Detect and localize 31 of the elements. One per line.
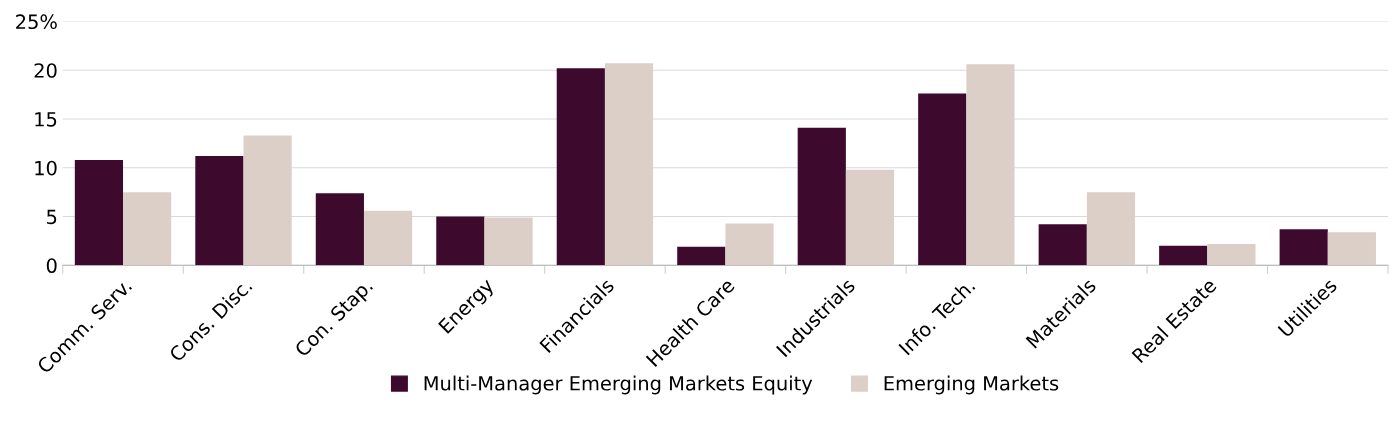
bar bbox=[1038, 224, 1087, 266]
legend-label: Emerging Markets bbox=[884, 375, 1059, 395]
bar bbox=[195, 156, 244, 266]
bar bbox=[966, 64, 1015, 266]
bar bbox=[1327, 232, 1376, 266]
bar bbox=[436, 216, 485, 266]
legend-label: Multi-Manager Emerging Markets Equity bbox=[424, 375, 813, 395]
y-tick-label: 0 bbox=[46, 258, 57, 274]
y-tick-label: 25% bbox=[16, 14, 57, 30]
bar bbox=[1207, 243, 1256, 266]
bar bbox=[556, 68, 605, 266]
y-tick-label: 5 bbox=[47, 209, 57, 225]
bar bbox=[123, 192, 172, 266]
y-tick-label: 10 bbox=[35, 160, 57, 176]
bar bbox=[604, 63, 654, 266]
x-tick-label: Info. Tech. bbox=[898, 277, 976, 356]
y-tick-label: 20 bbox=[34, 63, 57, 78]
bar bbox=[677, 246, 726, 266]
bar bbox=[74, 159, 124, 266]
bar bbox=[725, 223, 774, 266]
bar bbox=[918, 93, 967, 266]
bar bbox=[845, 169, 895, 266]
bar bbox=[1086, 192, 1136, 266]
bar bbox=[1159, 245, 1208, 266]
bar bbox=[797, 127, 846, 266]
y-tick-label: 15 bbox=[35, 112, 57, 127]
bar bbox=[243, 135, 292, 266]
bar bbox=[484, 217, 533, 266]
bar bbox=[1279, 229, 1328, 266]
bar bbox=[315, 193, 364, 266]
bar bbox=[363, 210, 413, 266]
